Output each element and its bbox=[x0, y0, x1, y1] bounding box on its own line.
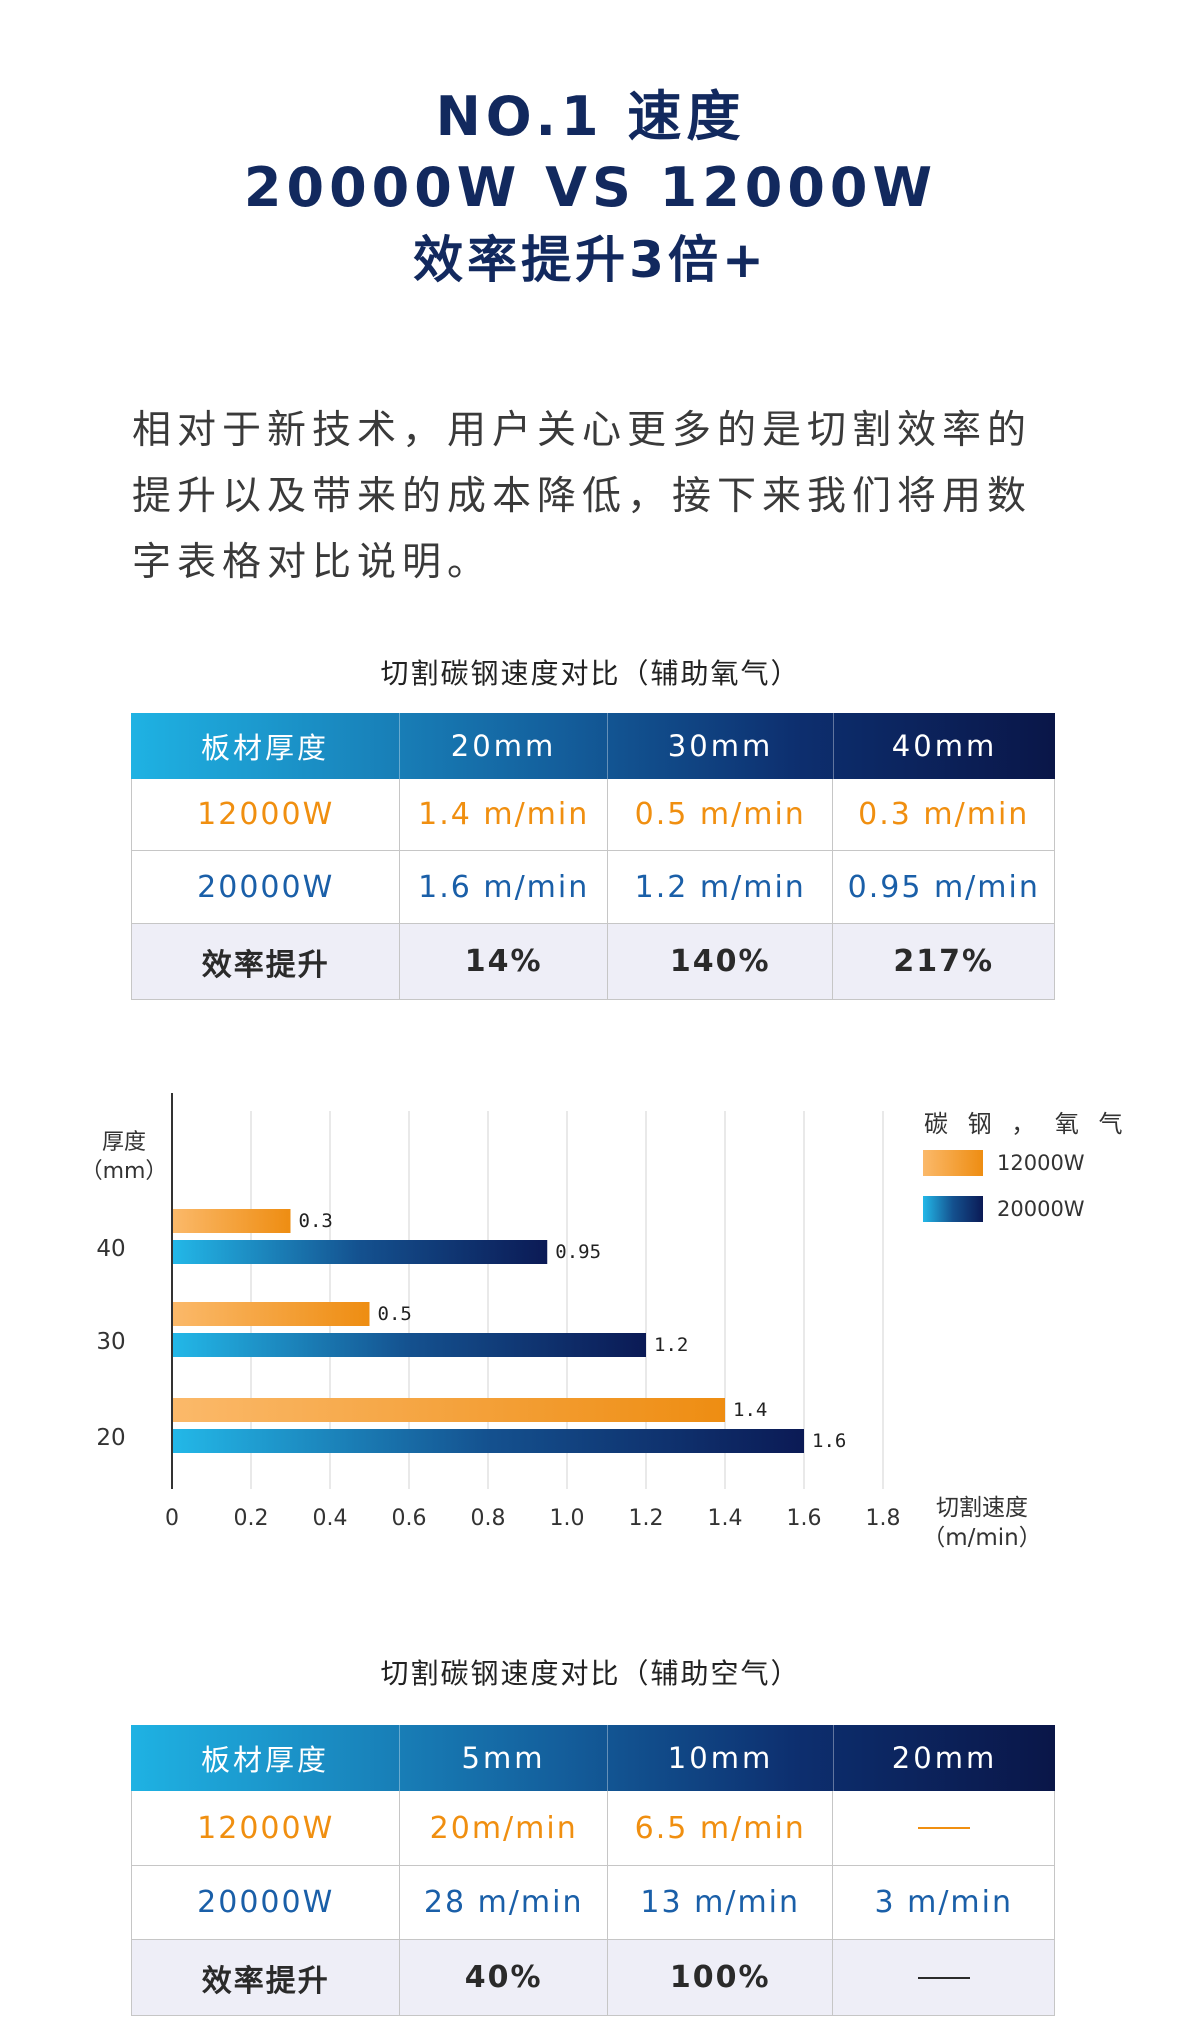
table-cell: 1.6 m/min bbox=[400, 851, 608, 923]
table-cell: 28 m/min bbox=[400, 1866, 608, 1939]
data-label: 1.2 bbox=[654, 1334, 688, 1356]
table-cell: 20000W bbox=[132, 851, 401, 923]
table-cell: 6.5 m/min bbox=[608, 1791, 834, 1865]
table-cell: 效率提升 bbox=[132, 924, 401, 999]
table-cell: 100% bbox=[608, 1940, 834, 2015]
bar-20000w bbox=[172, 1333, 646, 1357]
table-air-caption: 切割碳钢速度对比（辅助空气） bbox=[380, 1657, 801, 1690]
gridlines bbox=[250, 1111, 884, 1489]
table-cell: 13 m/min bbox=[608, 1866, 834, 1939]
legend-swatch bbox=[923, 1150, 983, 1176]
dash-mark bbox=[917, 1976, 970, 1979]
y-axis-label: 厚度（mm） bbox=[81, 1130, 168, 1184]
headline-line1: NO.1 速度 bbox=[435, 85, 746, 148]
x-tick-label: 1.6 bbox=[787, 1506, 822, 1531]
y-tick-label: 30 bbox=[96, 1329, 125, 1355]
header-cell: 20mm bbox=[891, 1741, 998, 1775]
table-cell: 0.95 m/min bbox=[847, 869, 1040, 905]
table-cell: 20000W bbox=[132, 1866, 401, 1939]
legend-item-20000w: 20000W bbox=[923, 1196, 1085, 1222]
header-cell: 20mm bbox=[400, 713, 608, 779]
header-cell: 10mm bbox=[608, 1725, 834, 1791]
header-cell: 30mm bbox=[608, 713, 834, 779]
table-cell-dash bbox=[833, 1940, 1054, 2015]
bars bbox=[172, 1209, 804, 1453]
bar-20000w bbox=[172, 1240, 548, 1264]
dash-mark bbox=[917, 1827, 970, 1829]
table-cell: 12000W bbox=[132, 1791, 401, 1865]
bar-20000w bbox=[172, 1429, 804, 1453]
table-row: 效率提升 14% 140% 217% bbox=[131, 924, 1055, 1000]
legend-title: 碳 钢 ， 氧 气 bbox=[924, 1110, 1129, 1138]
table-cell: 12000W bbox=[132, 779, 401, 850]
x-tick-label: 1.0 bbox=[550, 1506, 585, 1531]
x-tick-label: 0.4 bbox=[313, 1506, 348, 1531]
table-oxygen-caption: 切割碳钢速度对比（辅助氧气） bbox=[380, 657, 801, 690]
data-label: 0.95 bbox=[555, 1241, 601, 1263]
table-cell: 40% bbox=[400, 1940, 608, 2015]
table-cell: 140% bbox=[608, 924, 834, 999]
data-label: 0.3 bbox=[299, 1210, 333, 1232]
headline-line3: 效率提升3倍+ bbox=[413, 231, 768, 289]
table-cell: 14% bbox=[400, 924, 608, 999]
table-row: 20000W 28 m/min 13 m/min 3 m/min bbox=[131, 1866, 1055, 1940]
bar-12000w bbox=[172, 1302, 370, 1326]
data-label: 0.5 bbox=[378, 1303, 412, 1325]
table-cell: 0.5 m/min bbox=[608, 779, 834, 850]
x-tick-label: 0.6 bbox=[392, 1506, 427, 1531]
table-row: 效率提升 40% 100% bbox=[131, 1940, 1055, 2016]
legend-item-12000w: 12000W bbox=[923, 1150, 1085, 1176]
table-cell: 0.3 m/min bbox=[858, 797, 1030, 832]
table-cell: 217% bbox=[893, 944, 995, 979]
table-header: 板材厚度 5mm 10mm 20mm bbox=[131, 1725, 1055, 1791]
data-label: 1.4 bbox=[733, 1399, 767, 1421]
table-row: 12000W 20m/min 6.5 m/min bbox=[131, 1791, 1055, 1866]
x-tick-label: 1.8 bbox=[866, 1506, 901, 1531]
x-tick-label: 1.4 bbox=[708, 1506, 743, 1531]
bar-12000w bbox=[172, 1209, 291, 1233]
table-oxygen: 板材厚度 20mm 30mm 40mm 12000W 1.4 m/min 0.5… bbox=[131, 713, 1055, 1000]
y-tick-label: 40 bbox=[96, 1236, 125, 1262]
y-tick-label: 20 bbox=[96, 1425, 125, 1451]
table-cell: 3 m/min bbox=[874, 1885, 1013, 1920]
header-cell: 5mm bbox=[400, 1725, 608, 1791]
bar-12000w bbox=[172, 1398, 725, 1422]
table-cell: 效率提升 bbox=[132, 1940, 401, 2015]
data-label: 1.6 bbox=[812, 1430, 846, 1452]
table-row: 20000W 1.6 m/min 1.2 m/min 0.95 m/min bbox=[131, 851, 1055, 924]
legend-label: 12000W bbox=[997, 1151, 1085, 1175]
table-row: 12000W 1.4 m/min 0.5 m/min 0.3 m/min bbox=[131, 779, 1055, 851]
headline-line2: 20000W VS 12000W bbox=[243, 156, 938, 219]
table-air: 板材厚度 5mm 10mm 20mm 12000W 20m/min 6.5 m/… bbox=[131, 1725, 1055, 2016]
x-axis-label: 切割速度（m/min） bbox=[922, 1495, 1042, 1551]
table-cell: 20m/min bbox=[400, 1791, 608, 1865]
header-cell: 板材厚度 bbox=[131, 713, 400, 779]
legend-swatch bbox=[923, 1196, 983, 1222]
x-tick-label: 0.8 bbox=[471, 1506, 506, 1531]
header-cell: 40mm bbox=[891, 729, 998, 763]
speed-bar-chart: 厚度（mm） 切割速度（m/min） 0 0.2 0.4 0.6 0.8 1.0 1.2 1.… bbox=[81, 1093, 1042, 1551]
table-cell-dash bbox=[833, 1791, 1054, 1865]
table-cell: 1.2 m/min bbox=[608, 851, 834, 923]
x-tick-label: 0 bbox=[165, 1506, 179, 1531]
legend-label: 20000W bbox=[997, 1197, 1085, 1221]
header-cell: 板材厚度 bbox=[131, 1725, 400, 1791]
table-cell: 1.4 m/min bbox=[400, 779, 608, 850]
x-tick-label: 1.2 bbox=[629, 1506, 664, 1531]
intro-paragraph: 相对于新技术，用户关心更多的是切割效率的提升以及带来的成本降低，接下来我们将用数… bbox=[132, 408, 1033, 585]
table-header: 板材厚度 20mm 30mm 40mm bbox=[131, 713, 1055, 779]
x-tick-label: 0.2 bbox=[234, 1506, 269, 1531]
